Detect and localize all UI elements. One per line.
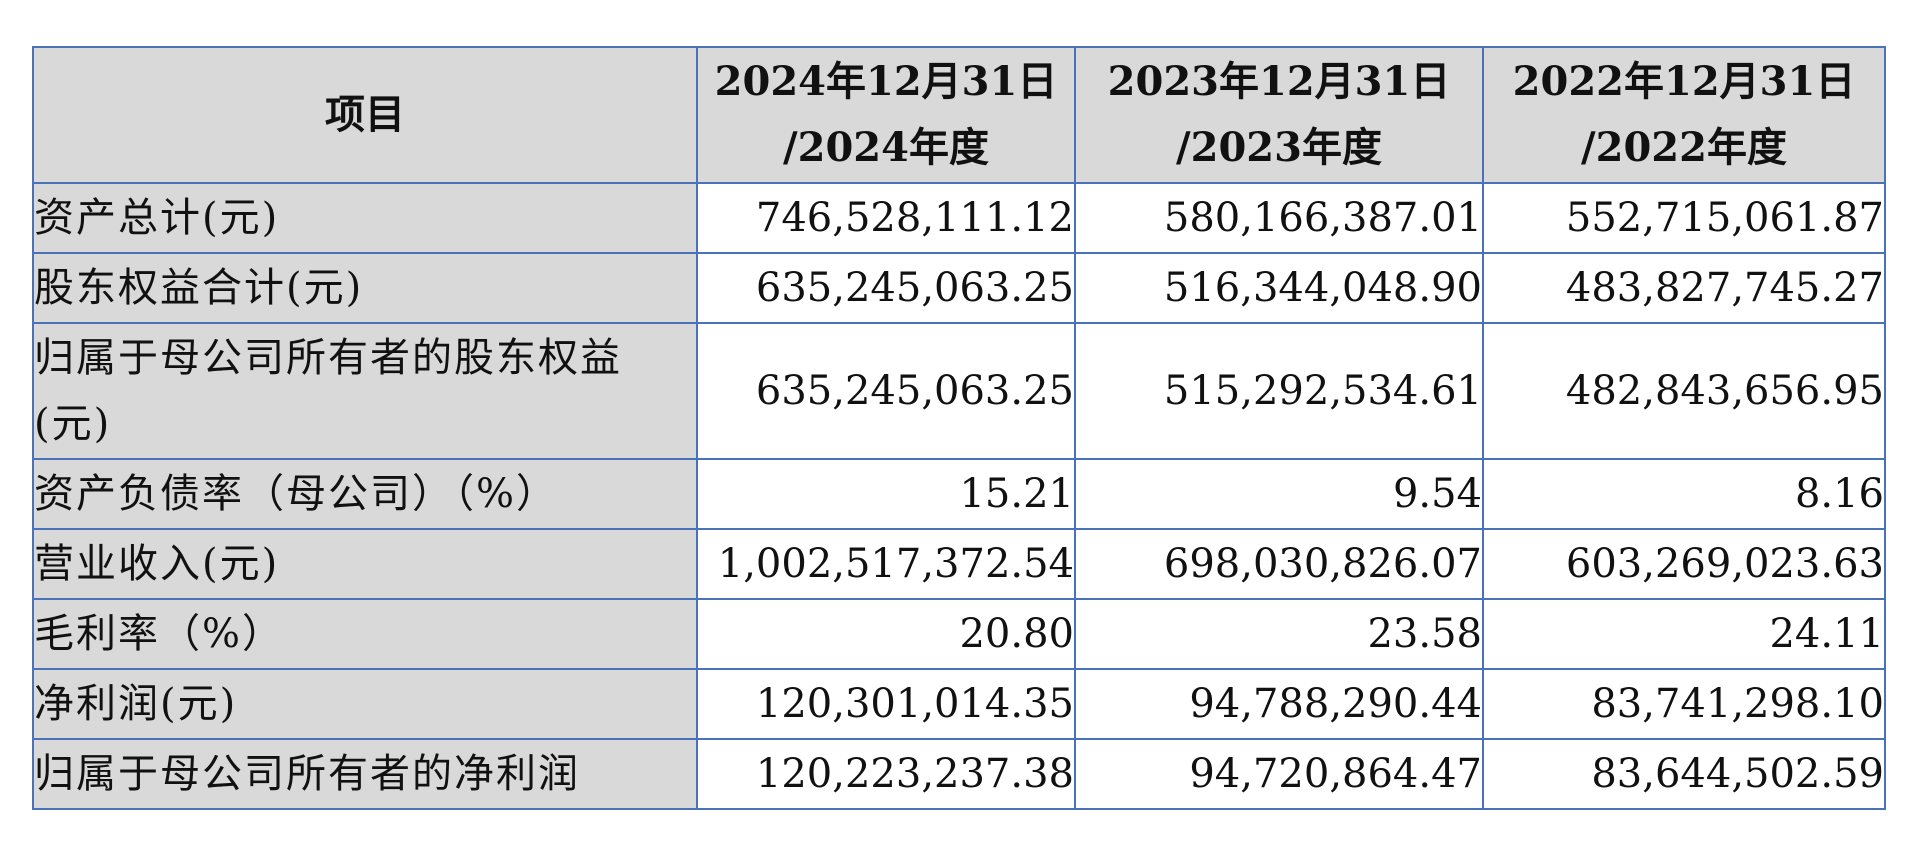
cell-2024: 20.80 <box>696 598 1076 670</box>
cell-2022: 603,269,023.63 <box>1482 528 1886 600</box>
row-label: 毛利率（%） <box>32 598 698 670</box>
header-2022: 2022年12月31日 /2022年度 <box>1482 46 1886 184</box>
header-2023-date: 2023年12月31日 <box>1107 58 1451 105</box>
header-2024: 2024年12月31日 /2024年度 <box>696 46 1076 184</box>
cell-2024: 1,002,517,372.54 <box>696 528 1076 600</box>
cell-2024: 120,223,237.38 <box>696 738 1076 810</box>
row-label: 归属于母公司所有者的股东权益(元) <box>32 322 698 460</box>
cell-2022: 482,843,656.95 <box>1482 322 1886 460</box>
table-row-parent-net-profit: 归属于母公司所有者的净利润 120,223,237.38 94,720,864.… <box>32 738 1886 810</box>
row-label: 股东权益合计(元) <box>32 252 698 324</box>
table-row-gross-margin: 毛利率（%） 20.80 23.58 24.11 <box>32 598 1886 670</box>
header-2024-year: /2024年度 <box>783 124 989 171</box>
header-2024-date: 2024年12月31日 <box>714 58 1058 105</box>
cell-2023: 698,030,826.07 <box>1074 528 1484 600</box>
cell-2023: 515,292,534.61 <box>1074 322 1484 460</box>
table-row-total-assets: 资产总计(元) 746,528,111.12 580,166,387.01 55… <box>32 182 1886 254</box>
table-row-debt-ratio: 资产负债率（母公司）（%） 15.21 9.54 8.16 <box>32 458 1886 530</box>
cell-2024: 746,528,111.12 <box>696 182 1076 254</box>
header-2022-year: /2022年度 <box>1581 124 1787 171</box>
cell-2024: 635,245,063.25 <box>696 252 1076 324</box>
cell-2023: 94,720,864.47 <box>1074 738 1484 810</box>
header-2022-date: 2022年12月31日 <box>1512 58 1856 105</box>
row-label: 营业收入(元) <box>32 528 698 600</box>
cell-2023: 23.58 <box>1074 598 1484 670</box>
table-row-total-equity: 股东权益合计(元) 635,245,063.25 516,344,048.90 … <box>32 252 1886 324</box>
cell-2022: 83,741,298.10 <box>1482 668 1886 740</box>
table-row-net-profit: 净利润(元) 120,301,014.35 94,788,290.44 83,7… <box>32 668 1886 740</box>
cell-2023: 9.54 <box>1074 458 1484 530</box>
row-label: 资产总计(元) <box>32 182 698 254</box>
cell-2023: 516,344,048.90 <box>1074 252 1484 324</box>
cell-2022: 83,644,502.59 <box>1482 738 1886 810</box>
cell-2024: 635,245,063.25 <box>696 322 1076 460</box>
table-row-revenue: 营业收入(元) 1,002,517,372.54 698,030,826.07 … <box>32 528 1886 600</box>
row-label: 归属于母公司所有者的净利润 <box>32 738 698 810</box>
financial-summary-table: 项目 2024年12月31日 /2024年度 2023年12月31日 /2023… <box>32 46 1886 810</box>
financial-summary-container: 项目 2024年12月31日 /2024年度 2023年12月31日 /2023… <box>32 46 1886 810</box>
cell-2023: 580,166,387.01 <box>1074 182 1484 254</box>
cell-2022: 24.11 <box>1482 598 1886 670</box>
cell-2023: 94,788,290.44 <box>1074 668 1484 740</box>
row-label: 资产负债率（母公司）（%） <box>32 458 698 530</box>
cell-2022: 8.16 <box>1482 458 1886 530</box>
cell-2022: 552,715,061.87 <box>1482 182 1886 254</box>
cell-2024: 15.21 <box>696 458 1076 530</box>
row-label: 净利润(元) <box>32 668 698 740</box>
header-item: 项目 <box>32 46 698 184</box>
header-2023: 2023年12月31日 /2023年度 <box>1074 46 1484 184</box>
cell-2022: 483,827,745.27 <box>1482 252 1886 324</box>
cell-2024: 120,301,014.35 <box>696 668 1076 740</box>
table-row-parent-equity: 归属于母公司所有者的股东权益(元) 635,245,063.25 515,292… <box>32 322 1886 460</box>
table-header-row: 项目 2024年12月31日 /2024年度 2023年12月31日 /2023… <box>32 46 1886 184</box>
header-2023-year: /2023年度 <box>1176 124 1382 171</box>
